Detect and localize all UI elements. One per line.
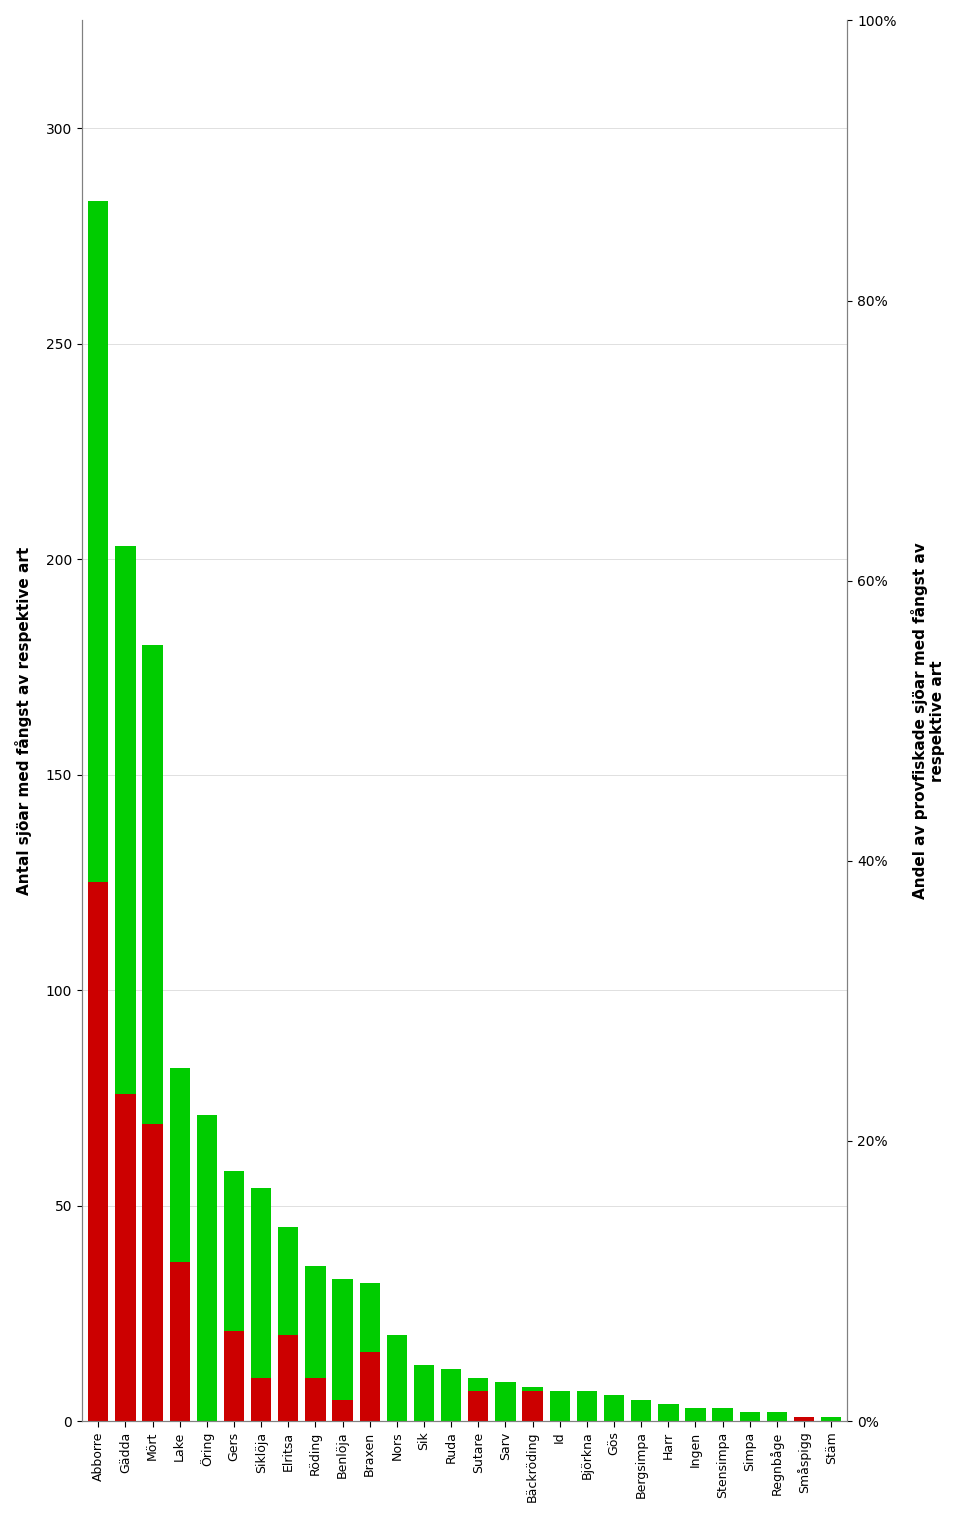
Bar bbox=[197, 1115, 217, 1421]
Bar bbox=[794, 1417, 814, 1421]
Bar bbox=[88, 202, 108, 1421]
Bar bbox=[414, 1365, 434, 1421]
Bar bbox=[685, 1408, 706, 1421]
Bar bbox=[441, 1370, 462, 1421]
Bar bbox=[360, 1352, 380, 1421]
Bar bbox=[604, 1396, 624, 1421]
Bar bbox=[767, 1412, 787, 1421]
Bar bbox=[88, 883, 108, 1421]
Bar bbox=[115, 1094, 135, 1421]
Bar bbox=[251, 1377, 272, 1421]
Bar bbox=[278, 1335, 299, 1421]
Bar bbox=[142, 1124, 163, 1421]
Bar bbox=[821, 1417, 841, 1421]
Bar bbox=[631, 1400, 652, 1421]
Bar bbox=[251, 1188, 272, 1421]
Y-axis label: Antal sjöar med fångst av respektive art: Antal sjöar med fångst av respektive art bbox=[15, 546, 32, 895]
Bar bbox=[522, 1391, 542, 1421]
Bar bbox=[224, 1330, 244, 1421]
Bar bbox=[577, 1391, 597, 1421]
Bar bbox=[332, 1279, 352, 1421]
Bar bbox=[332, 1400, 352, 1421]
Bar bbox=[794, 1417, 814, 1421]
Bar bbox=[549, 1391, 570, 1421]
Bar bbox=[659, 1403, 679, 1421]
Bar bbox=[468, 1377, 489, 1421]
Bar bbox=[387, 1335, 407, 1421]
Bar bbox=[224, 1171, 244, 1421]
Bar bbox=[468, 1391, 489, 1421]
Bar bbox=[305, 1377, 325, 1421]
Bar bbox=[360, 1283, 380, 1421]
Bar bbox=[278, 1227, 299, 1421]
Bar bbox=[739, 1412, 760, 1421]
Bar bbox=[170, 1068, 190, 1421]
Bar bbox=[712, 1408, 732, 1421]
Bar bbox=[142, 645, 163, 1421]
Bar bbox=[305, 1267, 325, 1421]
Bar bbox=[495, 1382, 516, 1421]
Bar bbox=[522, 1387, 542, 1421]
Bar bbox=[115, 546, 135, 1421]
Y-axis label: Andel av provfiskade sjöar med fångst av
respektive art: Andel av provfiskade sjöar med fångst av… bbox=[911, 543, 945, 900]
Bar bbox=[170, 1262, 190, 1421]
